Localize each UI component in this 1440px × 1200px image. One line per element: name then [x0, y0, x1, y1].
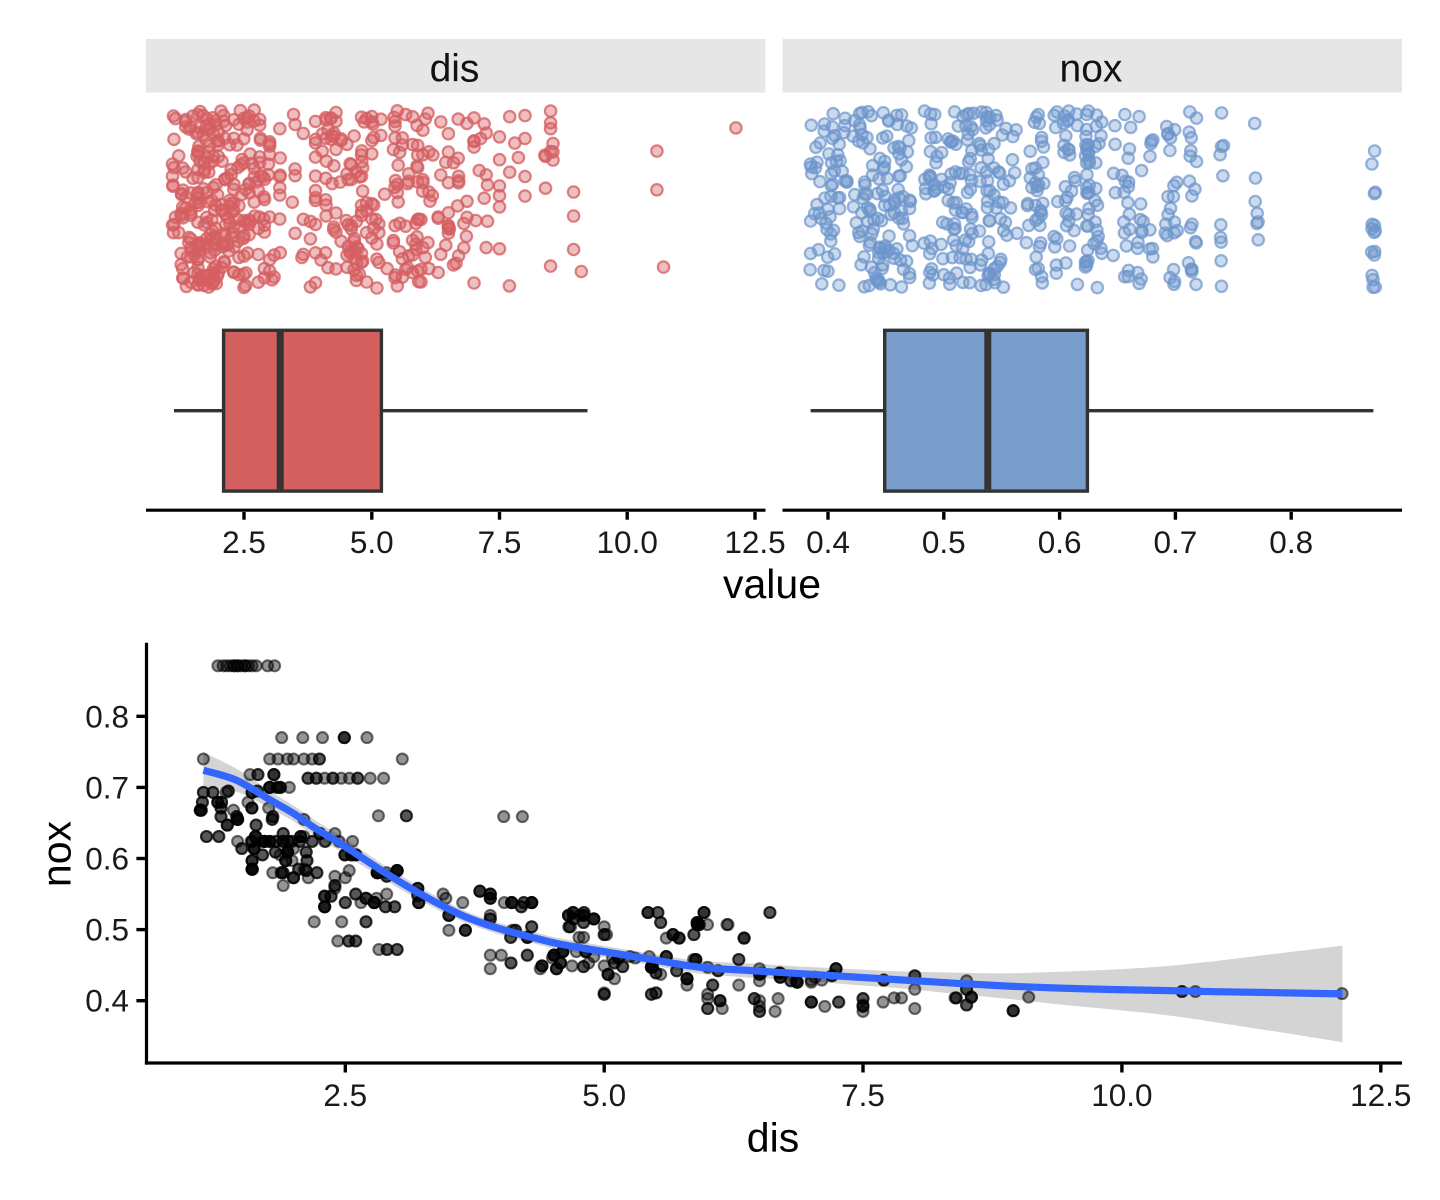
- svg-text:0.4: 0.4: [85, 983, 129, 1019]
- svg-text:0.8: 0.8: [85, 698, 129, 734]
- svg-text:12.5: 12.5: [1350, 1077, 1411, 1113]
- svg-text:value: value: [723, 561, 821, 607]
- svg-text:7.5: 7.5: [478, 524, 522, 560]
- svg-text:2.5: 2.5: [222, 524, 266, 560]
- svg-text:5.0: 5.0: [350, 524, 394, 560]
- svg-text:0.8: 0.8: [1269, 524, 1313, 560]
- svg-text:nox: nox: [34, 820, 80, 887]
- svg-text:12.5: 12.5: [724, 524, 785, 560]
- svg-text:nox: nox: [1060, 47, 1123, 90]
- svg-text:0.5: 0.5: [922, 524, 966, 560]
- svg-text:0.4: 0.4: [806, 524, 850, 560]
- svg-text:5.0: 5.0: [582, 1077, 626, 1113]
- svg-text:10.0: 10.0: [1091, 1077, 1152, 1113]
- svg-text:0.6: 0.6: [1038, 524, 1082, 560]
- svg-text:7.5: 7.5: [841, 1077, 885, 1113]
- svg-text:10.0: 10.0: [597, 524, 658, 560]
- svg-text:0.6: 0.6: [85, 841, 129, 877]
- svg-text:dis: dis: [430, 47, 480, 90]
- svg-text:dis: dis: [747, 1115, 799, 1161]
- svg-text:0.5: 0.5: [85, 912, 129, 948]
- svg-text:0.7: 0.7: [1154, 524, 1198, 560]
- svg-text:0.7: 0.7: [85, 769, 129, 805]
- svg-text:2.5: 2.5: [323, 1077, 367, 1113]
